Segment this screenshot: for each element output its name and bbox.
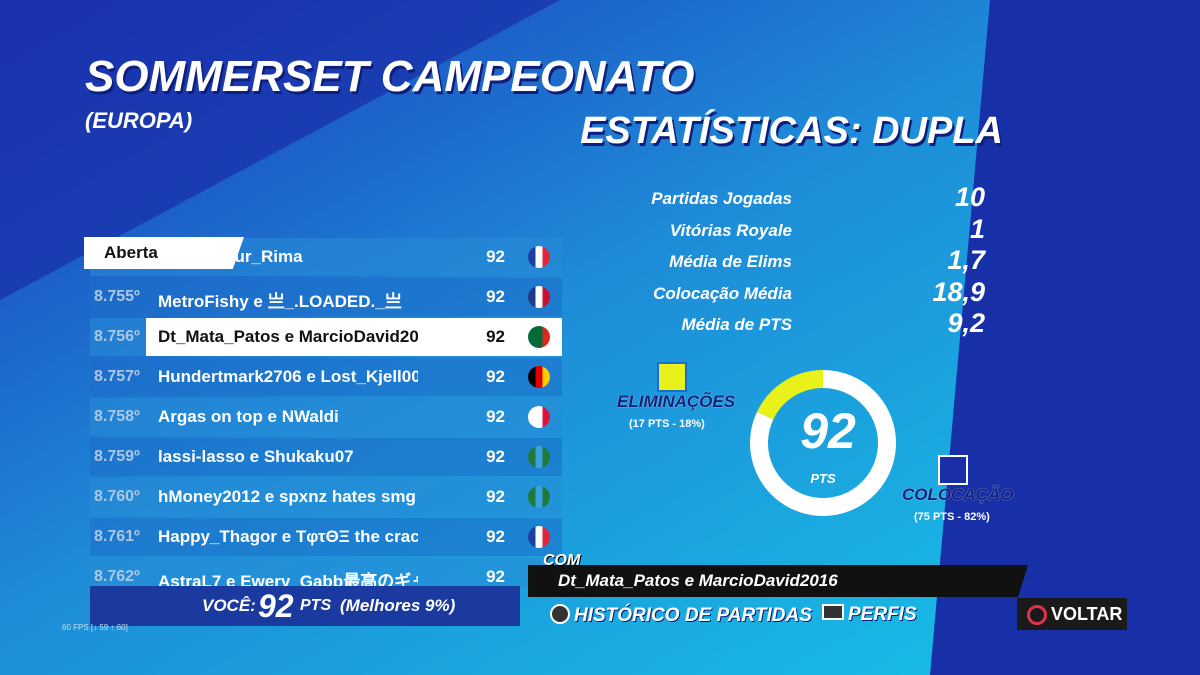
player-names: lassi-lasso e Shukaku07: [158, 447, 354, 466]
leaderboard-row[interactable]: 8.758º Argas on top e NWaldi 92: [90, 398, 562, 436]
you-label: VOCÊ:: [202, 596, 256, 615]
stat-value: 1,7: [947, 245, 985, 275]
leaderboard-row[interactable]: 8.757º Hundertmark2706 e Lost_Kjell007 92: [90, 358, 562, 396]
points: 92: [486, 567, 505, 586]
stat-value: 9,2: [947, 308, 985, 338]
points: 92: [486, 327, 505, 346]
tab-label: Aberta: [104, 243, 158, 262]
rank: 8.758º: [94, 408, 140, 425]
back-button[interactable]: VOLTAR: [1017, 598, 1127, 630]
you-points: 92: [258, 588, 294, 624]
back-label: VOLTAR: [1051, 604, 1123, 624]
segment-name: ELIMINAÇÕES: [617, 392, 736, 411]
stat-label: Média de PTS: [681, 315, 792, 334]
points: 92: [486, 247, 505, 266]
stat-label: Vitórias Royale: [669, 220, 792, 240]
flag: [528, 366, 550, 388]
title: SOMMERSET CAMPEONATO: [85, 52, 695, 101]
rank: 8.759º: [94, 448, 140, 465]
rank: 8.760º: [94, 488, 140, 505]
fps: 60 FPS [↓ 59 ↑ 60]: [62, 623, 128, 632]
segment-name: COLOCAÇÃO: [902, 485, 1014, 504]
rank: 8.761º: [94, 528, 140, 545]
segment-icon: [938, 455, 968, 485]
profiles-label: PERFIS: [848, 604, 917, 625]
player-names: AstraL7 e Ewery_Gabb最高のギャブ: [158, 572, 418, 588]
flag: [528, 286, 550, 308]
leaderboard-row[interactable]: 8.760º hMoney2012 e spxnz hates smg 92: [90, 478, 562, 516]
leaderboard-row[interactable]: 8.756º Dt_Mata_Patos e MarcioDavid2016 92: [90, 318, 562, 356]
rank: 8.757º: [94, 368, 140, 385]
rank: 8.755º: [94, 288, 140, 305]
points: 92: [486, 367, 505, 386]
region: (EUROPA): [85, 108, 193, 133]
segment-detail: (17 PTS - 18%): [629, 418, 705, 430]
points: 92: [486, 287, 505, 306]
row-highlight: [146, 318, 562, 356]
player-names: Hundertmark2706 e Lost_Kjell007: [158, 367, 418, 386]
rank: 8.762º: [94, 568, 140, 585]
points: 92: [486, 447, 505, 466]
segment-detail: (75 PTS - 82%): [914, 511, 990, 523]
points: 92: [486, 527, 505, 546]
segment-icon: [657, 362, 687, 392]
points: 92: [486, 487, 505, 506]
you-pts: PTS: [300, 597, 332, 614]
stats-title: ESTATÍSTICAS: DUPLA: [580, 110, 1003, 152]
team-bar: Dt_Mata_Patos e MarcioDavid2016: [528, 565, 1028, 597]
stat-label: Colocação Média: [653, 283, 792, 303]
rank: 8.756º: [94, 328, 140, 345]
you-best: (Melhores 9%): [340, 596, 456, 615]
history-label: HISTÓRICO DE PARTIDAS: [574, 605, 812, 626]
player-names: hMoney2012 e spxnz hates smg: [158, 487, 416, 506]
flag: [528, 246, 550, 268]
player-names: Dt_Mata_Patos e MarcioDavid2016: [158, 327, 418, 346]
stat-value: 18,9: [932, 276, 985, 307]
points: 92: [486, 407, 505, 426]
flag: [528, 326, 550, 348]
player-names: Argas on top e NWaldi: [158, 407, 339, 426]
leaderboard-row[interactable]: 8.755º MetroFishy e 亗_.LOADED._亗 92: [90, 278, 562, 316]
stat-value: 1: [969, 213, 985, 244]
leaderboard-row[interactable]: 8.762º AstraL7 e Ewery_Gabb最高のギャブ 92: [90, 558, 562, 588]
profiles-button[interactable]: PERFIS: [822, 604, 917, 626]
team-names: Dt_Mata_Patos e MarcioDavid2016: [558, 571, 838, 590]
team-label: COM: [543, 552, 581, 569]
flag: [528, 526, 550, 548]
player-names: MetroFishy e 亗_.LOADED._亗: [158, 292, 402, 311]
flag: [528, 486, 550, 508]
player-names: Happy_Thagor e TφτΘΞ the crack: [158, 527, 418, 546]
you-bar: VOCÊ: 92 PTS (Melhores 9%): [90, 586, 520, 626]
stat-value: 10: [954, 182, 985, 212]
donut-unit: PTS: [810, 471, 836, 486]
tab[interactable]: Aberta: [84, 237, 244, 269]
donut-total: 92: [800, 403, 856, 459]
leaderboard-row[interactable]: 8.761º Happy_Thagor e TφτΘΞ the crack 92: [90, 518, 562, 556]
flag: [528, 446, 550, 468]
stat-label: Partidas Jogadas: [651, 189, 792, 208]
leaderboard-row[interactable]: 8.759º lassi-lasso e Shukaku07 92: [90, 438, 562, 476]
stat-label: Média de Elims: [669, 252, 792, 271]
flag: [528, 406, 550, 428]
history-button[interactable]: HISTÓRICO DE PARTIDAS: [550, 604, 812, 627]
